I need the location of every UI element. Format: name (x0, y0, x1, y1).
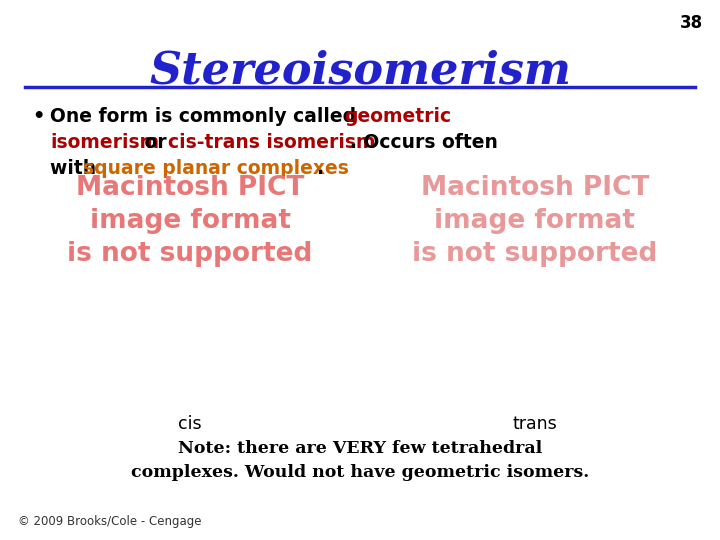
Text: cis-trans isomerism: cis-trans isomerism (168, 133, 376, 152)
Text: square planar complexes: square planar complexes (83, 159, 349, 178)
Text: cis: cis (178, 415, 202, 433)
Text: Macintosh PICT
image format
is not supported: Macintosh PICT image format is not suppo… (67, 175, 312, 267)
Text: isomerism: isomerism (50, 133, 159, 152)
Text: Macintosh PICT
image format
is not supported: Macintosh PICT image format is not suppo… (413, 175, 657, 267)
Text: or: or (138, 133, 173, 152)
Text: Note: there are VERY few tetrahedral: Note: there are VERY few tetrahedral (178, 440, 542, 457)
Text: © 2009 Brooks/Cole - Cengage: © 2009 Brooks/Cole - Cengage (18, 515, 202, 528)
Text: complexes. Would not have geometric isomers.: complexes. Would not have geometric isom… (131, 464, 589, 481)
Text: . Occurs often: . Occurs often (350, 133, 498, 152)
Text: Stereoisomerism: Stereoisomerism (149, 50, 571, 93)
Text: with: with (50, 159, 103, 178)
Text: •: • (32, 107, 45, 126)
Text: .: . (316, 159, 323, 178)
Text: trans: trans (513, 415, 557, 433)
Text: 38: 38 (680, 14, 703, 32)
Text: geometric: geometric (344, 107, 451, 126)
Text: One form is commonly called: One form is commonly called (50, 107, 363, 126)
